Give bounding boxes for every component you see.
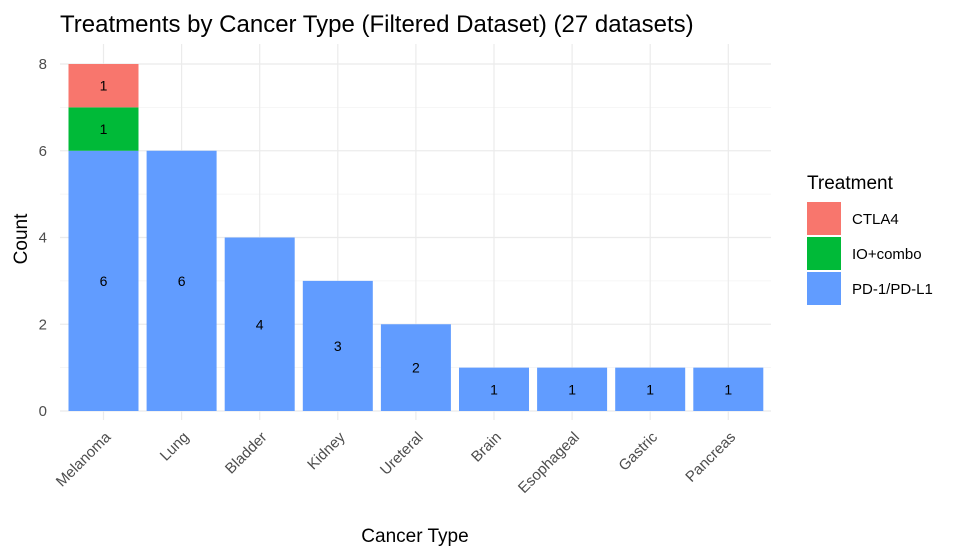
x-tick-label: Brain [468,429,505,466]
bar-value-label: 6 [178,273,186,289]
bar-value-label: 1 [646,381,654,397]
x-axis-ticks: Melanoma Lung Bladder Kidney Ureteral Brain Es… [53,428,739,497]
y-tick-label: 0 [39,403,47,420]
x-tick-label: Gastric [615,428,661,474]
y-tick-label: 2 [39,316,47,333]
bar-value-label: 1 [100,78,108,94]
bar-value-label: 6 [100,273,108,289]
legend-label: IO+combo [852,246,922,263]
bar-value-label: 1 [490,381,498,397]
x-tick-label: Esophageal [515,429,583,497]
legend-title: Treatment [807,173,894,194]
x-tick-label: Pancreas [682,429,739,486]
x-tick-label: Ureteral [377,429,427,479]
bar-value-label: 1 [100,121,108,137]
bar-value-label: 3 [334,338,342,354]
bar-io-combo [68,107,139,151]
bar-value-label: 1 [568,381,576,397]
legend-label: CTLA4 [852,211,899,228]
y-axis-ticks: 0 2 4 6 8 [39,56,47,420]
legend: Treatment CTLA4 IO+combo PD-1/PD-L1 [807,173,933,305]
bar-ctla4 [68,64,139,108]
legend-swatch [807,237,841,270]
bar-pd-1-pd-l1 [302,280,373,411]
y-axis-title: Count [11,213,32,264]
bar-pd-1-pd-l1 [146,150,217,411]
bar-pd-1-pd-l1 [537,367,608,411]
bar-pd-1-pd-l1 [459,367,529,411]
legend-swatch [807,202,841,235]
bar-pd-1-pd-l1 [615,367,686,411]
chart-title: Treatments by Cancer Type (Filtered Data… [60,11,694,38]
x-tick-label: Melanoma [53,428,115,490]
x-tick-label: Bladder [222,429,271,478]
x-tick-label: Lung [157,429,193,465]
bar-pd-1-pd-l1 [224,237,295,411]
bars [68,64,764,411]
legend-label: PD-1/PD-L1 [852,281,933,298]
bar-value-label: 2 [412,360,420,376]
bar-pd-1-pd-l1 [68,150,139,411]
y-tick-label: 8 [39,56,47,73]
bar-pd-1-pd-l1 [380,324,451,411]
bar-value-label: 4 [256,316,264,332]
x-tick-label: Kidney [304,428,349,473]
x-axis-title: Cancer Type [361,526,468,547]
bar-labels: 6 1 1 6 4 3 2 1 1 1 1 [100,78,733,398]
y-tick-label: 6 [39,143,47,160]
y-tick-label: 4 [39,230,47,247]
bar-value-label: 1 [724,381,732,397]
bar-pd-1-pd-l1 [693,367,764,411]
legend-swatch [807,272,841,305]
